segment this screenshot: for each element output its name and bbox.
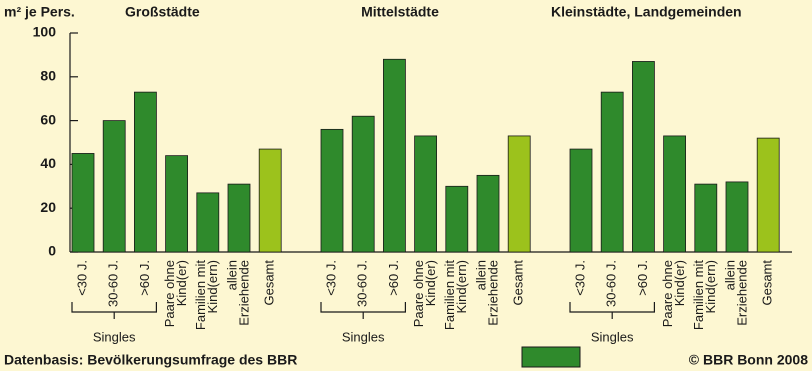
bar — [725, 181, 749, 253]
bracket — [71, 302, 157, 319]
bar — [320, 128, 344, 253]
x-tick-label: Erziehende — [485, 260, 500, 326]
bracket — [320, 302, 406, 319]
bar — [351, 115, 375, 253]
x-tick-label: Erziehende — [236, 260, 251, 326]
y-tick-label: 100 — [33, 24, 57, 40]
x-tick-label: Gesamt — [262, 260, 277, 306]
x-tick-label: Familien mit — [442, 260, 457, 330]
bar — [445, 185, 469, 253]
bar — [258, 148, 282, 253]
y-tick-label: 40 — [40, 155, 56, 171]
x-tick-label: Familien mit — [691, 260, 706, 330]
x-tick-label: 30-60 J. — [604, 260, 619, 307]
x-tick-label: Erziehende — [734, 260, 749, 326]
x-tick-label: >60 J. — [386, 260, 401, 296]
group-title: Mittelstädte — [361, 4, 439, 20]
x-tick-label: Familien mit — [193, 260, 208, 330]
y-axis-label: m² je Pers. — [4, 4, 75, 20]
y-tick-label: 0 — [48, 243, 56, 259]
bar — [756, 137, 780, 253]
group-title: Großstädte — [125, 4, 200, 20]
bar — [600, 91, 624, 253]
x-tick-label: Kind(er) — [174, 260, 189, 306]
bar — [382, 58, 406, 253]
x-tick-label: >60 J. — [137, 260, 152, 296]
bar — [569, 148, 593, 253]
x-tick-label: Paare ohne — [660, 260, 675, 327]
bar — [694, 183, 718, 253]
bar — [414, 135, 438, 253]
bar — [632, 61, 655, 253]
bar — [165, 155, 189, 253]
x-tick-label: >60 J. — [635, 260, 650, 296]
x-tick-label: <30 J. — [572, 260, 587, 296]
x-tick-label: Kind(ern) — [205, 260, 220, 313]
copyright: © BBR Bonn 2008 — [689, 352, 808, 368]
bracket-label: Singles — [591, 329, 634, 344]
bracket — [569, 302, 655, 319]
bar — [71, 153, 95, 253]
bar — [476, 174, 500, 253]
x-tick-label: Kind(ern) — [454, 260, 469, 313]
x-tick-label: Paare ohne — [162, 260, 177, 327]
x-tick-label: 30-60 J. — [106, 260, 121, 307]
legend-swatch — [521, 346, 581, 368]
bracket-label: Singles — [93, 329, 136, 344]
x-tick-label: allein — [473, 260, 488, 290]
x-tick-label: Kind(ern) — [703, 260, 718, 313]
bar — [133, 91, 157, 253]
x-tick-label: Gesamt — [511, 260, 526, 306]
bar — [663, 135, 686, 253]
x-tick-label: 30-60 J. — [355, 260, 370, 307]
y-tick-label: 60 — [40, 111, 56, 127]
group-title: Kleinstädte, Landgemeinden — [551, 4, 742, 20]
bracket-label: Singles — [342, 329, 385, 344]
x-tick-label: <30 J. — [74, 260, 89, 296]
x-tick-label: allein — [224, 260, 239, 290]
bar — [507, 135, 531, 253]
x-tick-label: Paare ohne — [411, 260, 426, 327]
bar — [227, 183, 251, 253]
x-tick-label: Kind(er) — [423, 260, 438, 306]
y-tick-label: 80 — [40, 68, 56, 84]
x-tick-label: <30 J. — [323, 260, 338, 296]
bar — [196, 192, 220, 253]
x-tick-label: Kind(er) — [672, 260, 687, 306]
x-tick-label: allein — [722, 260, 737, 290]
y-tick-label: 20 — [40, 199, 56, 215]
bar — [102, 120, 126, 253]
x-tick-label: Gesamt — [760, 260, 775, 306]
source: Datenbasis: Bevölkerungsumfrage des BBR — [4, 352, 297, 368]
